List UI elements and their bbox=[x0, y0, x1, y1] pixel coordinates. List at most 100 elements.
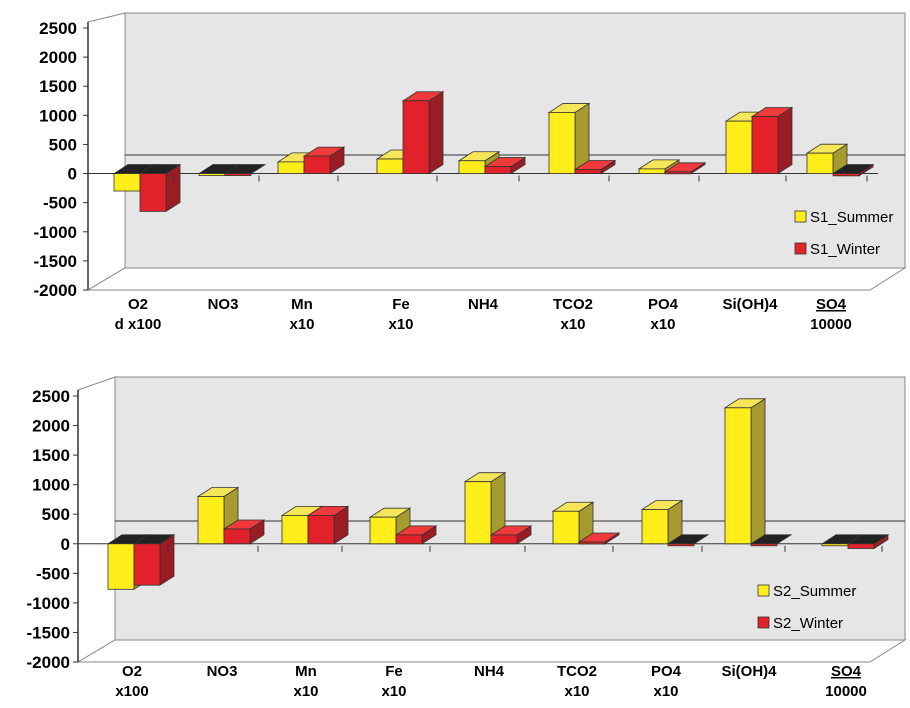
category-label: O2 bbox=[122, 663, 142, 680]
bar-front bbox=[751, 544, 777, 546]
legend-swatch bbox=[795, 211, 806, 222]
bar-front bbox=[579, 542, 605, 544]
chart-floor bbox=[78, 640, 905, 662]
bar-S1_Winter-Fe bbox=[403, 92, 443, 174]
category-label: PO4 bbox=[648, 296, 679, 313]
bar-front bbox=[140, 174, 166, 212]
bar-front bbox=[308, 515, 334, 543]
category-label: Si(OH)4 bbox=[722, 296, 778, 313]
bar-front bbox=[108, 544, 134, 590]
y-tick-label: 0 bbox=[68, 165, 77, 184]
bar-front bbox=[465, 482, 491, 544]
legend-swatch bbox=[758, 617, 769, 628]
bar-front bbox=[553, 511, 579, 544]
bar-side bbox=[429, 92, 443, 174]
bar-front bbox=[726, 121, 752, 173]
bar-front bbox=[134, 544, 160, 585]
category-sublabel: x10 bbox=[564, 683, 589, 700]
bar-front bbox=[198, 496, 224, 543]
y-tick-label: 2500 bbox=[39, 19, 77, 38]
y-tick-label: 0 bbox=[61, 535, 70, 554]
legend-swatch bbox=[758, 585, 769, 596]
legend-label: S1_Summer bbox=[810, 209, 893, 226]
category-label: SO4 bbox=[831, 663, 862, 680]
chart-side-wall bbox=[78, 377, 115, 662]
bar-front bbox=[199, 174, 225, 176]
y-tick-label: -500 bbox=[43, 194, 77, 213]
category-sublabel: x10 bbox=[289, 316, 314, 333]
category-sublabel: x100 bbox=[115, 683, 148, 700]
bar-front bbox=[665, 172, 691, 174]
bar-front bbox=[642, 509, 668, 543]
bar-front bbox=[848, 544, 874, 549]
bar-front bbox=[403, 101, 429, 174]
category-label: Fe bbox=[392, 296, 410, 313]
category-label: Mn bbox=[295, 663, 317, 680]
category-sublabel: x10 bbox=[381, 683, 406, 700]
y-tick-label: 2000 bbox=[32, 417, 70, 436]
bar-S2_Winter-O2 bbox=[134, 535, 174, 585]
bar-front bbox=[370, 517, 396, 544]
category-sublabel: 10000 bbox=[825, 683, 867, 700]
bar-front bbox=[807, 153, 833, 173]
legend-label: S1_Winter bbox=[810, 241, 880, 258]
y-tick-label: -500 bbox=[36, 564, 70, 583]
bar-side bbox=[778, 107, 792, 173]
category-sublabel: 10000 bbox=[810, 316, 852, 333]
bar-front bbox=[225, 174, 251, 176]
chart-2: 25002000150010005000-500-1000-1500-2000 O… bbox=[27, 377, 905, 700]
bar-front bbox=[114, 174, 140, 191]
y-tick-label: 500 bbox=[49, 135, 77, 154]
bar-S2_Winter-Mn bbox=[308, 506, 348, 543]
y-tick-label: 2000 bbox=[39, 48, 77, 67]
category-label: SO4 bbox=[816, 296, 847, 313]
legend-swatch bbox=[795, 243, 806, 254]
category-sublabel: x10 bbox=[650, 316, 675, 333]
y-tick-label: -1000 bbox=[34, 223, 77, 242]
bar-S2_Summer-Si(OH)4 bbox=[725, 399, 765, 544]
bar-front bbox=[377, 159, 403, 174]
category-label: PO4 bbox=[651, 663, 682, 680]
bar-front bbox=[752, 116, 778, 173]
y-tick-label: 1000 bbox=[39, 106, 77, 125]
y-tick-label: 1500 bbox=[32, 446, 70, 465]
category-sublabel: x10 bbox=[560, 316, 585, 333]
category-label: Fe bbox=[385, 663, 403, 680]
bar-front bbox=[822, 544, 848, 546]
category-label: NO3 bbox=[208, 296, 239, 313]
bar-front bbox=[278, 162, 304, 174]
category-label: NH4 bbox=[474, 663, 505, 680]
y-tick-label: 1500 bbox=[39, 77, 77, 96]
category-label: TCO2 bbox=[553, 296, 593, 313]
bar-front bbox=[668, 544, 694, 546]
y-tick-label: -2000 bbox=[27, 653, 70, 672]
y-tick-label: 2500 bbox=[32, 387, 70, 406]
bar-front bbox=[459, 161, 485, 174]
bar-front bbox=[304, 156, 330, 173]
bar-front bbox=[639, 169, 665, 174]
bar-front bbox=[224, 529, 250, 544]
category-label: NO3 bbox=[207, 663, 238, 680]
bar-side bbox=[751, 399, 765, 544]
chart-side-wall bbox=[88, 13, 125, 290]
bar-S1_Winter-Si(OH)4 bbox=[752, 107, 792, 173]
bar-S1_Summer-TCO2 bbox=[549, 103, 589, 173]
category-sublabel: x10 bbox=[388, 316, 413, 333]
bar-S1_Winter-O2 bbox=[140, 165, 180, 212]
chart-floor bbox=[88, 268, 905, 290]
bar-front bbox=[833, 174, 859, 176]
category-label: Mn bbox=[291, 296, 313, 313]
bar-front bbox=[575, 169, 601, 173]
category-sublabel: d x100 bbox=[115, 316, 162, 333]
category-label: TCO2 bbox=[557, 663, 597, 680]
bar-front bbox=[485, 167, 511, 174]
category-label: Si(OH)4 bbox=[721, 663, 777, 680]
category-label: NH4 bbox=[468, 296, 499, 313]
bar-front bbox=[396, 535, 422, 544]
bar-front bbox=[282, 515, 308, 543]
bar-S2_Summer-PO4 bbox=[642, 500, 682, 543]
legend-label: S2_Summer bbox=[773, 583, 856, 600]
category-label: O2 bbox=[128, 296, 148, 313]
category-sublabel: x10 bbox=[293, 683, 318, 700]
